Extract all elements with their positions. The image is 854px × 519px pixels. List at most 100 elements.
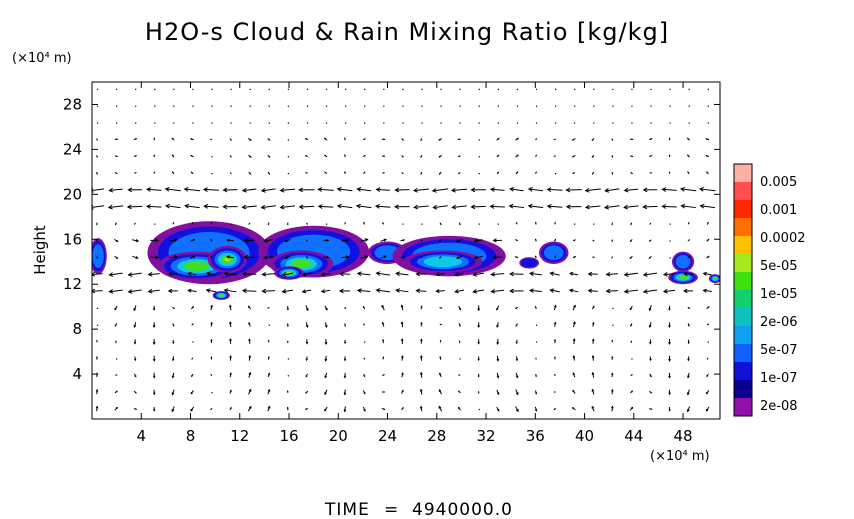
wind-arrow-head-316 — [456, 256, 460, 259]
y-axis-label: Height — [31, 225, 49, 275]
wind-dot-501 — [211, 156, 213, 158]
wind-arrow-head-79 — [343, 375, 347, 379]
cloud-region-0-layer-2 — [92, 244, 104, 268]
wind-dot-628 — [116, 88, 118, 90]
wind-dot-584 — [535, 122, 538, 124]
wind-arrow-456 — [605, 188, 620, 192]
wind-arrow-292 — [624, 272, 639, 276]
wind-arrow-head-484 — [516, 171, 519, 174]
wind-arrow-422 — [585, 205, 601, 208]
wind-arrow-head-44 — [305, 391, 308, 394]
wind-arrow-head-145 — [344, 341, 347, 345]
wind-arrow-head-300 — [155, 255, 160, 260]
wind-arrow-head-535 — [230, 139, 232, 141]
time-equals: = — [384, 500, 399, 519]
wind-dot-127 — [631, 358, 633, 360]
wind-arrow-437 — [242, 188, 257, 192]
x-tick-label-12: 12 — [230, 427, 249, 445]
wind-arrow-head-438 — [260, 188, 266, 193]
wind-arrow-head-391 — [630, 223, 632, 226]
wind-arrow-head-552 — [553, 138, 556, 141]
wind-arrow-head-502 — [230, 156, 232, 158]
wind-arrow-255 — [550, 289, 560, 293]
wind-arrow-head-344 — [364, 238, 369, 242]
wind-arrow-head-143 — [305, 341, 309, 345]
wind-dot-611 — [421, 105, 423, 107]
colorbar-label-8: 2e-08 — [760, 399, 798, 414]
wind-arrow-head-408 — [317, 204, 323, 209]
wind-arrow-head-41 — [248, 388, 252, 392]
wind-arrow-head-286 — [509, 271, 514, 277]
wind-arrow-head-460 — [680, 186, 685, 192]
wind-arrow-head-50 — [419, 388, 423, 392]
wind-arrow-head-78 — [324, 375, 328, 379]
wind-arrow-head-357 — [611, 240, 613, 243]
wind-arrow-head-348 — [438, 240, 441, 242]
wind-arrow-head-530 — [135, 138, 138, 140]
x-tick-label-8: 8 — [186, 427, 196, 445]
wind-arrow-head-249 — [435, 289, 440, 294]
wind-dot-606 — [325, 105, 328, 107]
wind-arrow-410 — [356, 205, 372, 209]
wind-arrow-head-507 — [324, 154, 327, 157]
wind-arrow-417 — [490, 205, 505, 208]
wind-arrow-head-483 — [497, 171, 500, 174]
y-tick-label-24: 24 — [63, 140, 82, 158]
wind-dot-582 — [497, 122, 499, 124]
wind-arrow-head-459 — [661, 187, 667, 192]
wind-dot-610 — [402, 105, 404, 107]
wind-arrow-head-150 — [439, 339, 442, 342]
wind-arrow-head-68 — [134, 375, 137, 378]
wind-arrow-head-3 — [153, 409, 156, 412]
wind-arrow-408 — [318, 205, 334, 208]
wind-arrow-273 — [262, 273, 276, 276]
wind-arrow-head-456 — [604, 188, 610, 193]
wind-arrow-head-224 — [592, 305, 595, 308]
wind-arrow-head-74 — [248, 371, 252, 375]
wind-arrow-head-187 — [515, 324, 518, 327]
wind-arrow-head-526 — [687, 154, 689, 157]
wind-arrow-head-56 — [535, 392, 538, 395]
wind-arrow-head-134 — [133, 341, 137, 345]
wind-arrow-head-221 — [534, 305, 537, 308]
wind-arrow-head-139 — [229, 338, 232, 342]
wind-arrow-433 — [165, 188, 181, 192]
wind-arrow-head-500 — [190, 154, 193, 157]
wind-arrow-head-454 — [565, 187, 571, 193]
wind-arrow-head-536 — [249, 138, 252, 141]
wind-arrow-head-364 — [115, 223, 117, 226]
wind-dot-604 — [287, 105, 289, 107]
wind-arrow-head-18 — [438, 405, 442, 409]
wind-arrow-head-220 — [514, 307, 517, 310]
wind-dot-620 — [593, 105, 595, 107]
wind-arrow-head-329 — [707, 255, 710, 258]
wind-arrow-head-560 — [705, 138, 708, 141]
wind-arrow-head-305 — [243, 254, 249, 260]
wind-arrow-head-283 — [454, 272, 459, 277]
wind-arrow-434 — [184, 188, 201, 192]
wind-arrow-257 — [588, 290, 598, 292]
colorbar-swatch-8 — [734, 308, 752, 327]
wind-arrow-head-32 — [705, 408, 709, 412]
wind-arrow-head-138 — [210, 338, 213, 342]
wind-arrow-head-23 — [534, 409, 538, 412]
colorbar-label-5: 2e-06 — [760, 315, 798, 330]
wind-arrow-head-465 — [153, 171, 155, 174]
wind-arrow-294 — [663, 273, 676, 276]
wind-arrow-head-119 — [477, 358, 480, 362]
wind-arrow-260 — [643, 289, 658, 293]
y-tick-label-8: 8 — [72, 320, 82, 338]
wind-arrow-head-443 — [356, 187, 362, 192]
wind-arrow-head-387 — [554, 221, 556, 224]
wind-dot-576 — [383, 122, 385, 124]
wind-dot-608 — [364, 105, 366, 107]
wind-dot-639 — [325, 88, 328, 90]
wind-arrow-head-58 — [572, 389, 575, 393]
wind-arrow-head-351 — [492, 238, 497, 243]
wind-arrow-head-542 — [364, 138, 366, 140]
chart-title: H2O-s Cloud & Rain Mixing Ratio [kg/kg] — [145, 18, 669, 46]
wind-arrow-275 — [302, 272, 312, 276]
wind-arrow-239 — [242, 290, 257, 292]
wind-arrow-339 — [264, 239, 274, 242]
